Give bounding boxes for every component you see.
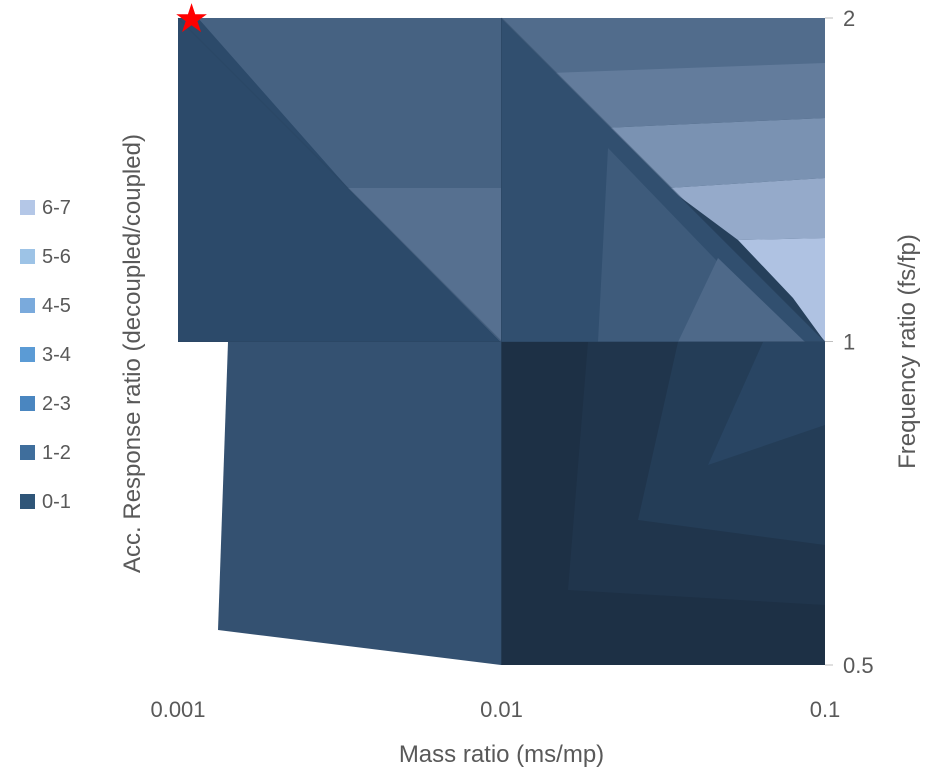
legend-swatch (20, 396, 35, 411)
region-lower-right-core (708, 342, 825, 465)
legend-swatch (20, 347, 35, 362)
legend-label: 5-6 (42, 246, 71, 268)
tick-labels: 0.001 0.01 0.10.5 1 2 (150, 6, 873, 722)
region-upper-right-band2 (550, 63, 825, 128)
diagonal-edge-right (501, 17, 826, 342)
x-axis-title: Mass ratio (ms/mp) (399, 741, 604, 768)
region-upper-right-wedge (501, 18, 825, 342)
contour-regions (178, 18, 825, 665)
optimum-star-marker: ★ (174, 0, 210, 41)
y-tick-label: 2 (843, 6, 855, 31)
y-tick-label: 1 (843, 330, 855, 355)
region-upper-right-band3 (603, 118, 825, 188)
region-upper-right-band1 (501, 18, 825, 73)
legend-swatch (20, 445, 35, 460)
y-axis-title-right: Frequency ratio (fs/fp) (894, 234, 921, 469)
region-upper-left-core (348, 188, 501, 342)
x-tick-label: 0.001 (150, 697, 205, 722)
region-lower-left (218, 342, 501, 665)
y-axis-title-left: Acc. Response ratio (decoupled/coupled) (119, 134, 146, 573)
legend-swatch (20, 249, 35, 264)
x-tick-label: 0.1 (810, 697, 841, 722)
legend-swatch (20, 200, 35, 215)
legend-label: 6-7 (42, 197, 71, 219)
plot-area (177, 17, 826, 665)
x-tick-label: 0.01 (480, 697, 523, 722)
legend-label: 2-3 (42, 393, 71, 415)
legend-label: 1-2 (42, 442, 71, 464)
grid-lines (177, 17, 826, 665)
legend-label: 3-4 (42, 344, 71, 366)
legend-swatch (20, 494, 35, 509)
region-upper-right-wedge3 (678, 258, 805, 342)
region-upper-right-band5 (738, 238, 825, 342)
y-tick-label: 0.5 (843, 653, 874, 678)
legend: 6-7 5-6 4-5 3-4 2-3 1-2 0-1 (20, 197, 71, 513)
legend-swatch (20, 298, 35, 313)
legend-label: 0-1 (42, 491, 71, 513)
region-upper-right-band4 (668, 178, 825, 240)
diagonal-edge-left (177, 17, 502, 342)
legend-label: 4-5 (42, 295, 71, 317)
